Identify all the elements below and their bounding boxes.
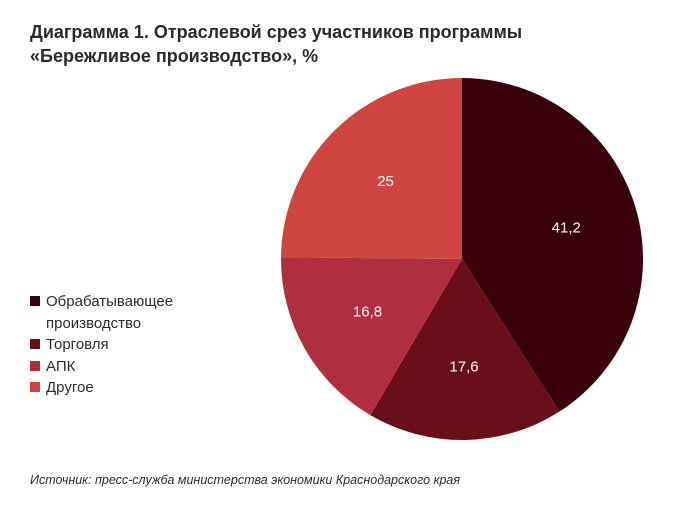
chart-title: Диаграмма 1. Отраслевой срез участников … — [30, 20, 522, 68]
legend-item: АПК — [30, 356, 220, 378]
data-label: 41,2 — [552, 220, 581, 237]
pie-slice — [280, 257, 462, 416]
pie-slice — [370, 259, 560, 440]
legend-label: АПК — [46, 357, 76, 375]
legend-swatch — [30, 339, 40, 349]
title-line: «Бережливое производство», % — [30, 46, 319, 66]
pie-slice — [281, 78, 462, 259]
pie-slice — [462, 78, 644, 412]
legend-swatch — [30, 360, 40, 371]
title-line: Диаграмма 1. Отраслевой срез участников … — [30, 22, 523, 42]
legend-label: Торговля — [46, 336, 109, 353]
legend-label: Обрабатывающее производство — [46, 293, 174, 332]
data-label: 16,8 — [353, 303, 382, 320]
legend-item: Торговля — [30, 334, 220, 356]
legend: Обрабатывающее производство Торговля АПК Др… — [30, 291, 220, 399]
data-label: 17,6 — [449, 359, 478, 376]
data-label: 25 — [377, 173, 394, 190]
legend-item: Другое — [30, 377, 220, 399]
legend-item: Обрабатывающее производство — [30, 291, 220, 334]
legend-swatch — [30, 382, 40, 392]
source-note: Источник: пресс-служба министерства экон… — [30, 473, 461, 487]
legend-swatch — [30, 296, 40, 306]
legend-label: Другое — [46, 379, 94, 396]
